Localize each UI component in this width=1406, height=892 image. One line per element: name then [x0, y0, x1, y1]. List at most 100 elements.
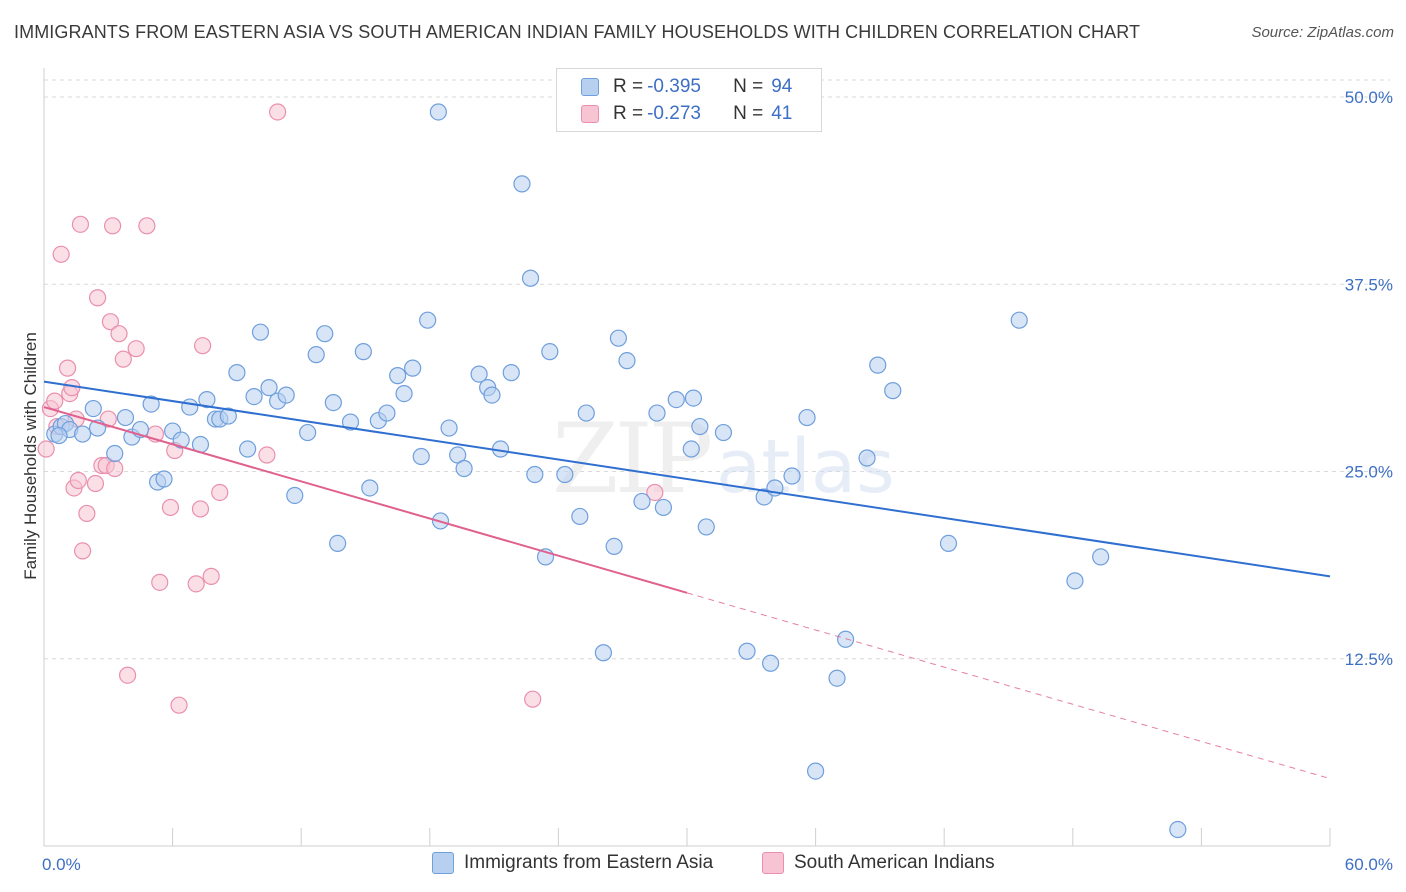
x-tick-label: 60.0%	[1345, 855, 1393, 874]
data-point	[633, 492, 651, 511]
data-point	[341, 413, 360, 431]
data-point	[521, 269, 540, 287]
data-point	[307, 346, 325, 364]
data-point	[389, 367, 407, 385]
data-point	[594, 644, 613, 662]
data-point	[286, 486, 304, 505]
data-point	[483, 386, 501, 404]
y-axis-label: Family Households with Children	[21, 332, 40, 580]
data-point	[524, 690, 542, 708]
data-point	[194, 337, 212, 355]
data-point	[187, 575, 205, 593]
data-point	[526, 465, 544, 484]
data-point	[502, 364, 520, 382]
y-tick-label: 37.5%	[1345, 275, 1393, 294]
data-point	[245, 388, 263, 406]
data-point	[440, 419, 458, 437]
y-tick-label: 25.0%	[1345, 463, 1393, 482]
data-point	[258, 446, 276, 464]
data-point	[116, 408, 135, 427]
series-south-american-indians	[37, 103, 664, 714]
data-point	[798, 408, 816, 427]
data-point	[151, 573, 169, 591]
data-point	[412, 447, 430, 466]
data-point	[1066, 572, 1084, 590]
legend-item-south-american-indians: South American Indians	[762, 852, 995, 874]
data-point	[609, 329, 628, 347]
data-point	[73, 425, 92, 443]
series-legend: Immigrants from Eastern Asia South Ameri…	[0, 852, 1406, 878]
data-point	[269, 103, 287, 121]
correlation-legend: R = -0.395 N = 94 R = -0.273 N = 41	[556, 68, 822, 132]
data-point	[299, 423, 317, 442]
data-point	[470, 365, 488, 383]
data-point	[354, 343, 372, 361]
data-point	[667, 390, 685, 409]
data-point	[103, 217, 122, 235]
data-point	[646, 483, 664, 502]
data-point	[191, 500, 210, 518]
legend-swatch-blue	[581, 78, 599, 96]
data-point	[228, 364, 246, 382]
legend-row-pink: R = -0.273 N = 41	[581, 102, 792, 126]
data-point	[556, 465, 574, 484]
data-point	[828, 669, 846, 687]
data-point	[684, 389, 703, 407]
data-point	[211, 483, 229, 502]
data-point	[858, 449, 876, 467]
data-point	[571, 507, 589, 526]
data-point	[181, 398, 199, 416]
series-immigrants-eastern-asia	[46, 103, 1187, 839]
data-point	[429, 103, 447, 121]
data-point	[806, 762, 825, 780]
data-point	[277, 386, 295, 404]
data-point	[541, 343, 559, 361]
data-point	[37, 440, 55, 458]
data-point	[1169, 820, 1187, 839]
data-point	[142, 395, 160, 413]
data-point	[404, 359, 422, 377]
data-point	[682, 440, 700, 458]
data-point	[605, 537, 623, 556]
legend-swatch-pink	[762, 852, 784, 874]
data-point	[577, 404, 595, 422]
x-tick-label: 0.0%	[42, 855, 81, 874]
data-point	[155, 470, 173, 488]
data-point	[395, 385, 413, 403]
data-point	[837, 630, 855, 648]
data-point	[1092, 548, 1110, 566]
data-point	[648, 404, 666, 422]
watermark-zip: ZIP	[552, 403, 711, 515]
data-point	[118, 666, 137, 684]
data-point	[939, 534, 958, 553]
data-point	[161, 498, 180, 517]
data-point	[52, 245, 70, 263]
data-point	[251, 323, 270, 341]
chart-title: IMMIGRANTS FROM EASTERN ASIA VS SOUTH AM…	[14, 22, 1141, 42]
tick-labels: 12.5% 25.0% 37.5% 50.0% 0.0% 60.0%	[42, 88, 1393, 874]
data-point	[618, 352, 636, 370]
data-point	[324, 393, 342, 412]
legend-r-value: -0.273	[647, 103, 701, 124]
data-point	[110, 325, 128, 343]
data-point	[58, 359, 77, 377]
data-point	[73, 542, 92, 560]
legend-r-label: R =	[613, 103, 644, 124]
legend-n-value: 94	[771, 76, 793, 97]
data-point	[697, 518, 715, 536]
data-point	[783, 467, 801, 485]
data-point	[654, 498, 673, 517]
trend-line-eastern-asia	[43, 380, 1331, 578]
data-point	[884, 382, 902, 400]
source-label: Source: ZipAtlas.com	[1251, 24, 1394, 41]
legend-n-label: N =	[733, 76, 764, 97]
legend-r-label: R =	[613, 76, 644, 97]
data-point	[869, 356, 887, 374]
data-point	[106, 459, 124, 478]
y-tick-label: 50.0%	[1345, 88, 1393, 107]
legend-n-label: N =	[733, 103, 764, 124]
data-point	[761, 654, 780, 672]
data-point	[1010, 311, 1028, 329]
data-point	[78, 504, 96, 523]
data-point	[114, 350, 132, 368]
